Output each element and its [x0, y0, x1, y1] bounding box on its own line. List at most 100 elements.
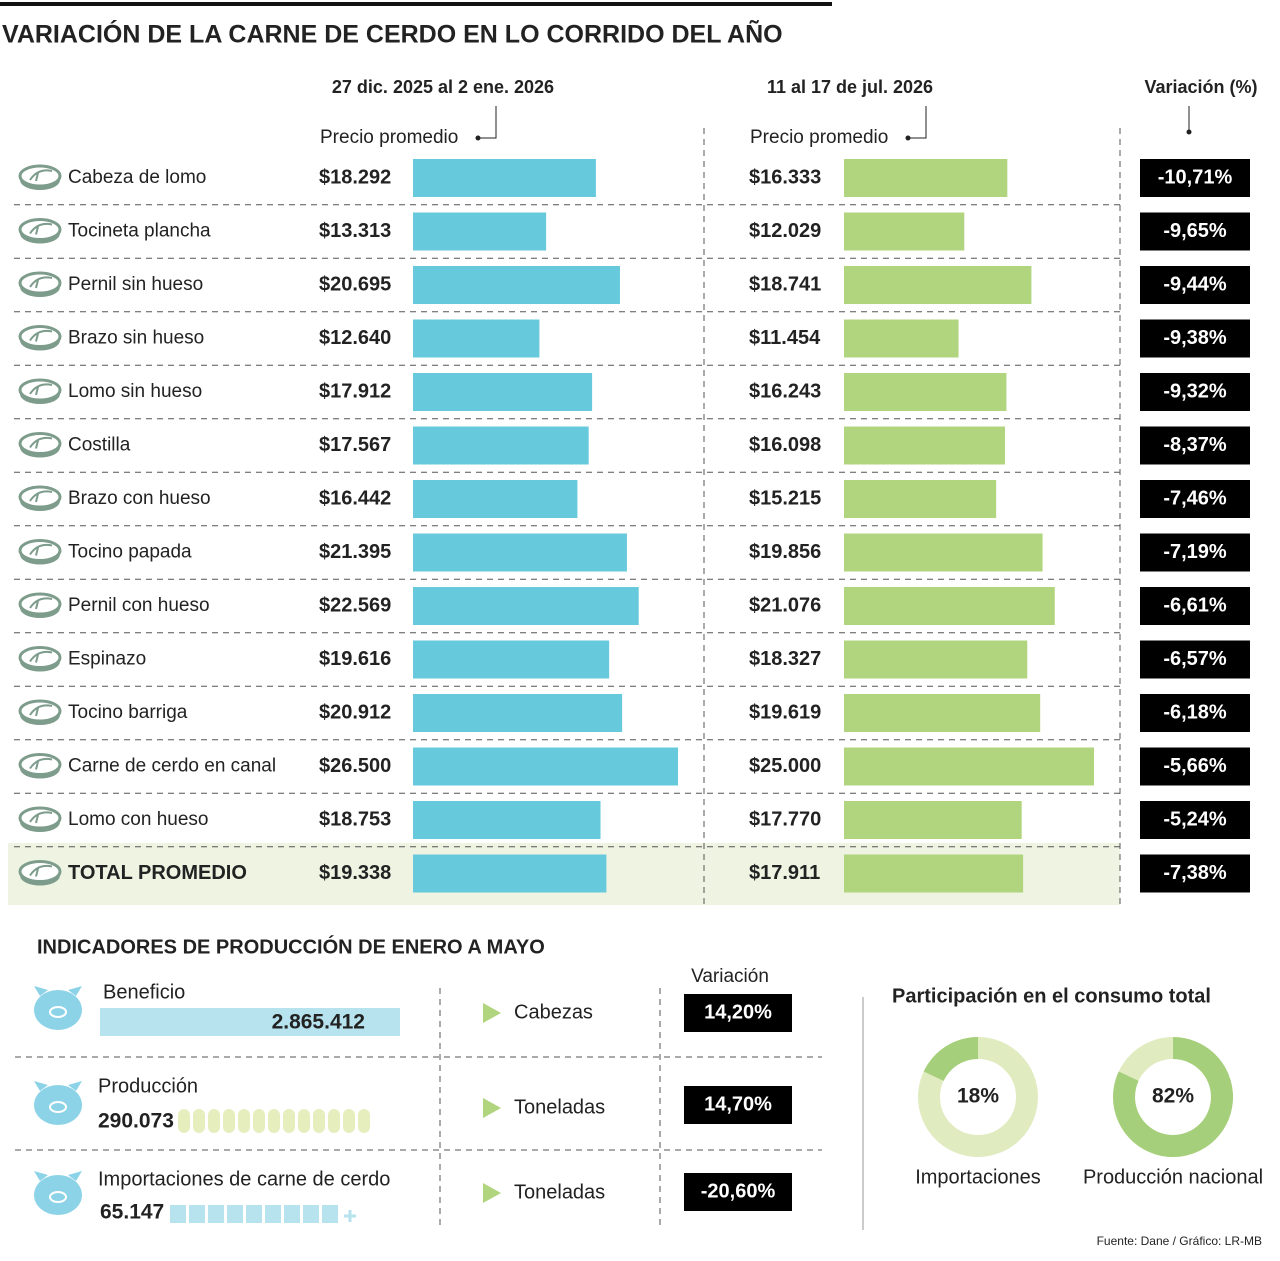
variation-label: -6,61%	[1163, 594, 1227, 616]
value-label: $15.215	[749, 487, 821, 509]
meat-icon	[18, 485, 62, 509]
value-label: $19.856	[749, 541, 821, 563]
value-label: $16.098	[749, 434, 821, 456]
bar	[413, 854, 607, 893]
column-label: Precio promedio	[320, 127, 458, 148]
variation-label: -7,46%	[1163, 487, 1227, 509]
donut-segment	[1113, 1037, 1234, 1158]
value-label: $12.029	[749, 220, 821, 242]
connector-dot	[905, 135, 911, 141]
square	[227, 1205, 243, 1223]
section-title: INDICADORES DE PRODUCCIÓN DE ENERO A MAY…	[37, 934, 545, 958]
square	[322, 1205, 338, 1223]
variation-label: 14,70%	[704, 1093, 772, 1115]
bar	[844, 159, 1008, 197]
square	[246, 1205, 262, 1223]
top-rule	[0, 2, 832, 6]
variation-label: -8,37%	[1163, 434, 1227, 456]
value-label: $21.395	[319, 541, 391, 563]
variation-label: -6,18%	[1163, 701, 1227, 723]
value-label: $22.569	[319, 594, 391, 616]
meat-icon	[29, 864, 53, 877]
meat-icon	[18, 271, 62, 295]
indicator-label: Producción	[98, 1075, 198, 1097]
value-label: $18.753	[319, 808, 391, 830]
value-label: $17.912	[319, 380, 391, 402]
meat-icon	[18, 325, 62, 348]
bar	[844, 212, 965, 251]
variation-box	[1140, 373, 1250, 411]
category-label: Brazo sin hueso	[68, 328, 204, 349]
connector	[908, 106, 927, 139]
indicator-box	[100, 1008, 400, 1036]
pill	[208, 1109, 220, 1133]
meat-icon	[18, 218, 62, 241]
category-label: Pernil sin hueso	[68, 274, 203, 295]
meat-icon	[29, 169, 53, 182]
variation-label: -9,65%	[1163, 220, 1227, 242]
rows: Cabeza de lomo $18.292 $16.333 -10,71% Tocin…	[14, 159, 1250, 893]
pill-group	[178, 1109, 370, 1133]
bar	[844, 319, 959, 358]
bar	[844, 801, 1022, 839]
meat-icon	[18, 753, 62, 776]
pill	[253, 1109, 265, 1133]
variation-label: -6,57%	[1163, 648, 1227, 670]
square	[303, 1205, 319, 1223]
value-label: $17.770	[749, 808, 821, 830]
indicators: Beneficio 2.865.412 Cabezas 14,20% Producció…	[34, 981, 792, 1224]
variation-box	[1140, 266, 1250, 304]
bar	[844, 854, 1024, 893]
variation-box	[684, 1086, 792, 1124]
bar	[413, 266, 620, 304]
meat-icon	[18, 539, 62, 562]
meat-icon	[29, 436, 53, 449]
plus-icon	[344, 1210, 356, 1222]
arrow-icon	[483, 1183, 501, 1203]
category-label: Tocineta plancha	[68, 221, 211, 242]
meat-icon	[29, 276, 53, 289]
bar	[413, 319, 540, 358]
pig-icon	[34, 1085, 82, 1125]
category-label: Espinazo	[68, 649, 146, 670]
pill	[343, 1109, 355, 1133]
meat-icon	[29, 757, 53, 770]
bar	[844, 266, 1032, 304]
arrow-icon	[483, 1003, 501, 1023]
bar	[413, 159, 596, 197]
value-label: $19.616	[319, 648, 391, 670]
donut-value: 18%	[957, 1085, 999, 1108]
value-label: $17.911	[749, 862, 820, 884]
donut-segment	[923, 1037, 978, 1081]
pig-snout	[49, 1006, 67, 1018]
indicator-unit: Toneladas	[514, 1096, 605, 1118]
bar	[844, 640, 1028, 679]
bar	[844, 533, 1043, 572]
variation-box	[684, 1173, 792, 1211]
square	[189, 1205, 205, 1223]
meat-icon	[18, 378, 62, 402]
meat-icon	[29, 650, 53, 663]
indicator-value: 290.073	[98, 1110, 174, 1133]
meat-icon	[18, 646, 62, 669]
value-label: $16.333	[749, 166, 821, 188]
meat-icon	[18, 860, 62, 883]
donuts: 18% Importaciones 82% Producción nacional	[915, 1037, 1263, 1188]
meat-icon	[18, 432, 62, 455]
value-label: $25.000	[749, 755, 821, 777]
bar	[413, 426, 589, 465]
bar	[413, 694, 623, 732]
connector-dot	[1186, 129, 1192, 135]
category-label: Lomo sin hueso	[68, 381, 202, 402]
bar	[844, 694, 1041, 732]
variation-label: -9,44%	[1163, 273, 1227, 295]
indicator-value: 2.865.412	[272, 1011, 365, 1034]
meat-icon	[18, 699, 62, 723]
pig-icon	[34, 986, 82, 996]
pill	[193, 1109, 205, 1133]
variation-box	[1140, 801, 1250, 839]
bar	[844, 747, 1094, 786]
bar	[413, 747, 678, 786]
pill	[238, 1109, 250, 1133]
